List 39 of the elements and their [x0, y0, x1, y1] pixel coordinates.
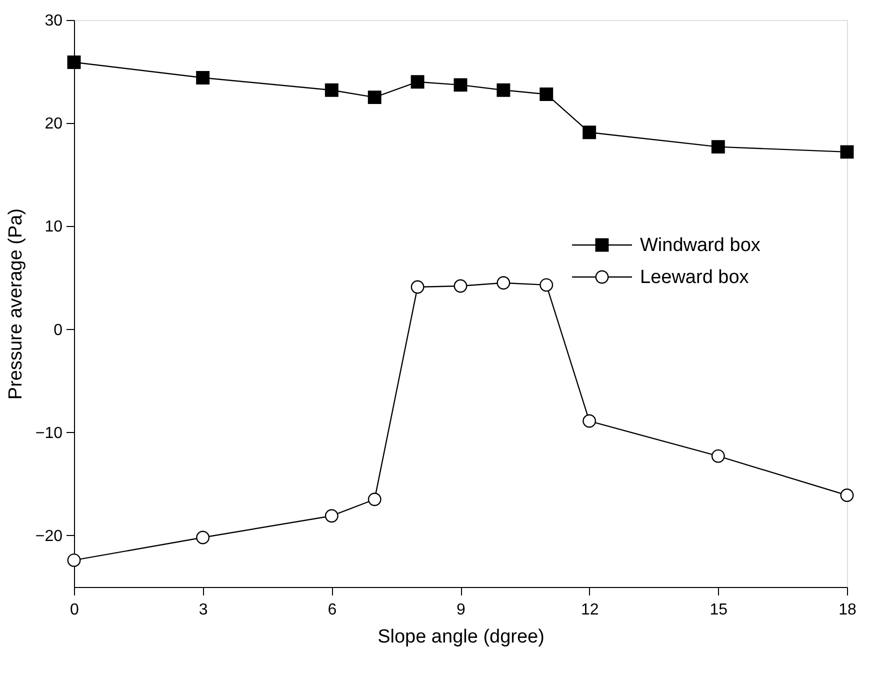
point — [324, 509, 338, 523]
point — [324, 83, 338, 97]
point — [711, 449, 725, 463]
point — [840, 145, 854, 159]
point — [540, 278, 554, 292]
x-tick-label: 9 — [456, 602, 466, 618]
x-axis-title: Slope angle (dgree) — [378, 626, 544, 648]
x-tick-label: 3 — [198, 602, 208, 618]
y-tick-label: 30 — [44, 12, 63, 30]
x-tick-label: 15 — [710, 602, 728, 618]
y-tick-label: −10 — [35, 424, 63, 442]
y-axis-title: Pressure average (Pa) — [5, 208, 26, 400]
point — [582, 414, 596, 428]
y-tick-label: 20 — [44, 116, 63, 133]
point — [540, 88, 554, 101]
y-tick-label: −20 — [35, 528, 63, 545]
point — [454, 78, 468, 92]
point — [496, 83, 510, 97]
point — [410, 280, 424, 294]
x-tick-label: 12 — [580, 602, 599, 618]
x-tick-label: 18 — [838, 602, 856, 618]
point — [711, 140, 725, 154]
point — [840, 488, 854, 502]
point — [454, 279, 468, 293]
point — [196, 530, 210, 544]
x-tick-label: 6 — [328, 602, 337, 618]
point — [582, 126, 596, 140]
point — [410, 75, 424, 89]
point — [196, 71, 210, 84]
point — [368, 90, 382, 104]
point — [67, 553, 81, 567]
y-tick-label: 0 — [54, 322, 63, 339]
point — [368, 492, 382, 506]
point — [67, 56, 81, 69]
point — [496, 276, 510, 290]
y-tick-label: 10 — [44, 218, 63, 236]
legend-label: Windward box — [640, 235, 761, 256]
x-tick-label: 0 — [70, 602, 80, 618]
legend-label: Leeward box — [640, 267, 750, 288]
